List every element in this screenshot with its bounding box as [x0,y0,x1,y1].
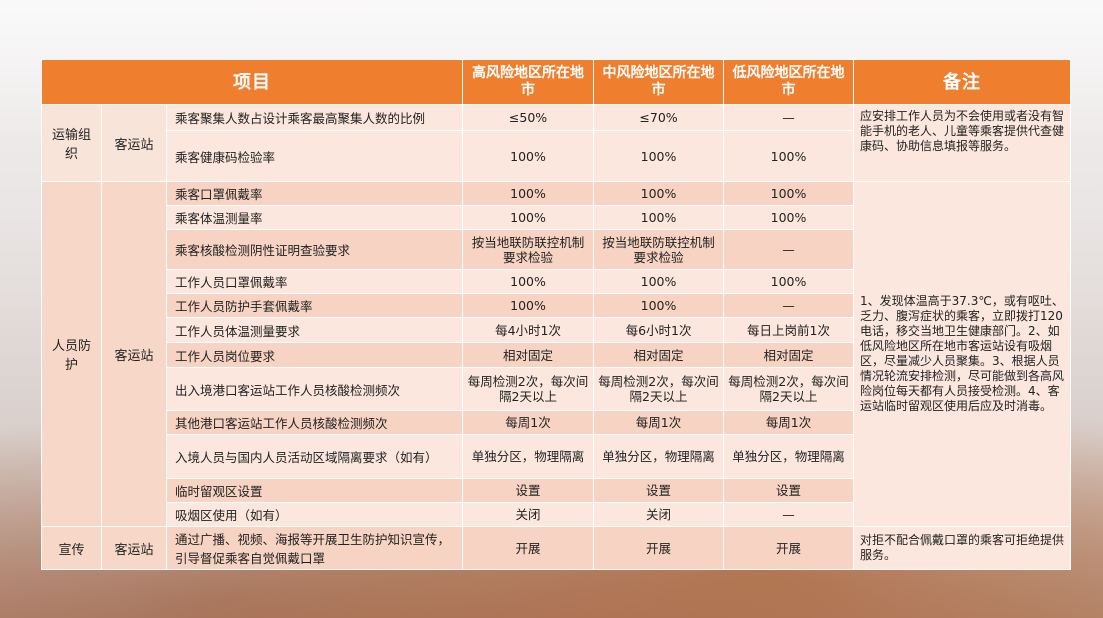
table-header-row: 项目 高风险地区所在地市 中风险地区所在地市 低风险地区所在地市 备注 [40,59,1072,105]
row-low: 100% [723,269,855,294]
row-low: 100% [723,130,855,182]
row-low: — [723,104,855,131]
row-mid: 每周1次 [593,410,725,435]
row-mid: 100% [593,293,725,318]
row-low: 每日上岗前1次 [723,317,855,343]
table-row: 临时留观区设置 设置 设置 设置 [42,478,1071,503]
row-mid: 每周检测2次，每次间隔2天以上 [593,367,725,411]
row-item: 通过广播、视频、海报等开展卫生防护知识宣传，引导督促乘客自觉佩戴口罩 [165,526,464,570]
row-mid: 100% [593,130,725,182]
row-low: — [723,229,855,270]
table-row: 工作人员口罩佩戴率 100% 100% 100% [42,269,1071,294]
row-item: 乘客聚集人数占设计乘客最高聚集人数的比例 [165,104,464,131]
row-low: 单独分区，物理隔离 [723,434,855,479]
remark-transport: 应安排工作人员为不会使用或者没有智能手机的老人、儿童等乘客提供代查健康码、协助信… [853,104,1072,182]
table-row: 宣传 客运站 通过广播、视频、海报等开展卫生防护知识宣传，引导督促乘客自觉佩戴口… [41,526,1072,570]
header-high-risk: 高风险地区所在地市 [462,59,595,105]
row-high: 100% [462,205,595,230]
row-item: 乘客核酸检测阴性证明查验要求 [165,229,464,270]
row-mid: 按当地联防联控机制要求检验 [593,229,725,270]
row-item: 乘客健康码检验率 [165,130,464,182]
row-low: 每周1次 [723,410,855,435]
table-row: 运输组织 客运站 乘客聚集人数占设计乘客最高聚集人数的比例 ≤50% ≤70% … [41,104,1072,182]
table-row: 人员防护 客运站 乘客口罩佩戴率 100% 100% 100% 1、发现体温高于… [41,181,1072,527]
row-mid: 相对固定 [593,342,725,368]
table-row: 工作人员体温测量要求 每4小时1次 每6小时1次 每日上岗前1次 [42,317,1071,343]
table-row: 入境人员与国内人员活动区域隔离要求（如有） 单独分区，物理隔离 单独分区，物理隔… [42,434,1071,479]
row-high: 100% [462,130,595,182]
row-high: 100% [462,269,595,294]
row-low: 相对固定 [723,342,855,368]
row-mid: 100% [593,205,725,230]
row-high: 每周检测2次，每次间隔2天以上 [462,367,595,411]
header-item: 项目 [40,59,464,105]
row-mid: 每6小时1次 [593,317,725,343]
row-low: — [723,502,855,527]
row-item: 其他港口客运站工作人员核酸检测频次 [165,410,464,435]
row-high: 每周1次 [462,410,595,435]
header-remark: 备注 [853,59,1072,105]
header-mid-risk: 中风险地区所在地市 [593,59,725,105]
category-protection: 人员防护 [41,181,102,527]
row-item: 工作人员防护手套佩戴率 [165,293,464,318]
subcategory-protection: 客运站 [101,181,167,527]
row-item: 乘客体温测量率 [165,205,464,230]
row-item: 乘客口罩佩戴率 [165,181,464,206]
row-high: 相对固定 [462,342,595,368]
subcategory-transport: 客运站 [101,104,167,182]
row-low: — [723,293,855,318]
category-transport: 运输组织 [41,104,102,182]
row-item: 临时留观区设置 [165,478,464,503]
row-low: 100% [723,181,855,206]
row-high: 按当地联防联控机制要求检验 [462,229,595,270]
table-row: 乘客体温测量率 100% 100% 100% [42,205,1071,230]
epidemic-control-table: 项目 高风险地区所在地市 中风险地区所在地市 低风险地区所在地市 备注 运输组织… [40,59,1072,570]
row-high: 100% [462,293,595,318]
row-low: 每周检测2次，每次间隔2天以上 [723,367,855,411]
row-mid: ≤70% [593,104,725,131]
table-row: 乘客健康码检验率 100% 100% 100% [42,130,1071,182]
row-item: 出入境港口客运站工作人员核酸检测频次 [165,367,464,411]
remark-protection: 1、发现体温高于37.3℃，或有呕吐、乏力、腹泻症状的乘客，立即拨打120电话，… [853,181,1072,527]
row-mid: 关闭 [593,502,725,527]
row-mid: 100% [593,269,725,294]
table-row: 出入境港口客运站工作人员核酸检测频次 每周检测2次，每次间隔2天以上 每周检测2… [42,367,1071,411]
row-high: 关闭 [462,502,595,527]
row-high: 单独分区，物理隔离 [462,434,595,479]
row-high: ≤50% [462,104,595,131]
row-item: 入境人员与国内人员活动区域隔离要求（如有） [165,434,464,479]
row-item: 工作人员岗位要求 [165,342,464,368]
row-item: 工作人员口罩佩戴率 [165,269,464,294]
row-mid: 单独分区，物理隔离 [593,434,725,479]
table-row: 吸烟区使用（如有） 关闭 关闭 — [42,502,1071,527]
row-high: 每4小时1次 [462,317,595,343]
subcategory-publicity: 客运站 [101,526,167,570]
table-row: 乘客核酸检测阴性证明查验要求 按当地联防联控机制要求检验 按当地联防联控机制要求… [42,229,1071,270]
category-publicity: 宣传 [41,526,102,570]
table-row: 工作人员防护手套佩戴率 100% 100% — [42,293,1071,318]
table-row: 其他港口客运站工作人员核酸检测频次 每周1次 每周1次 每周1次 [42,410,1071,435]
row-item: 吸烟区使用（如有） [165,502,464,527]
header-low-risk: 低风险地区所在地市 [723,59,855,105]
row-low: 开展 [723,526,855,570]
row-high: 开展 [462,526,595,570]
row-high: 设置 [462,478,595,503]
remark-publicity: 对拒不配合佩戴口罩的乘客可拒绝提供服务。 [853,526,1072,570]
row-item: 工作人员体温测量要求 [165,317,464,343]
row-mid: 100% [593,181,725,206]
row-low: 100% [723,205,855,230]
row-high: 100% [462,181,595,206]
row-low: 设置 [723,478,855,503]
row-mid: 开展 [593,526,725,570]
row-mid: 设置 [593,478,725,503]
table-row: 工作人员岗位要求 相对固定 相对固定 相对固定 [42,342,1071,368]
